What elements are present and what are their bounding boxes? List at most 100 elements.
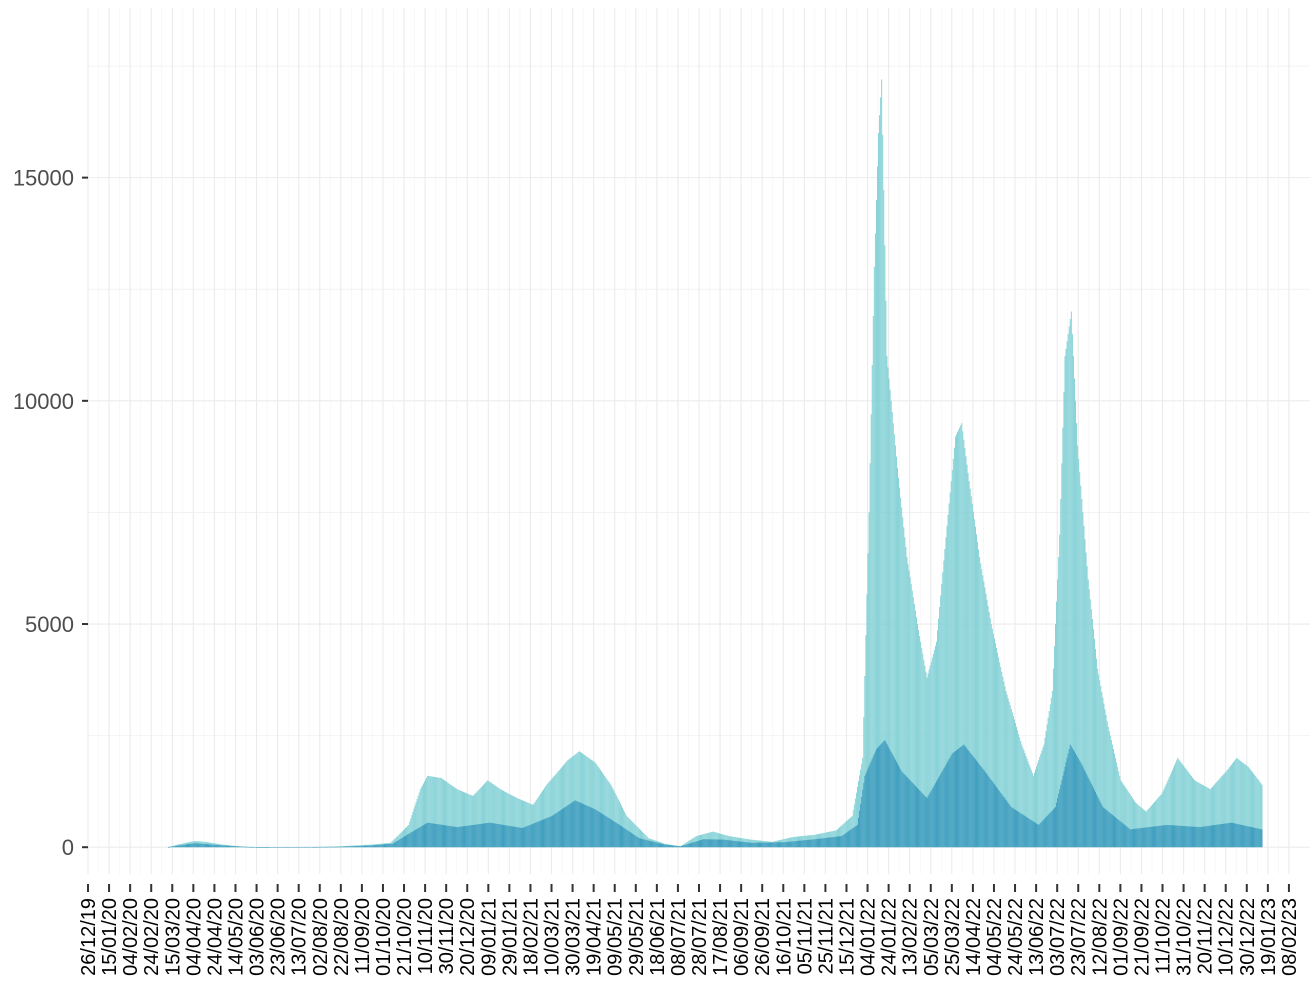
bar-1 (356, 846, 358, 848)
bar-1 (743, 841, 745, 848)
bar-0 (484, 783, 485, 848)
bar-0 (1092, 628, 1094, 848)
bar-0 (1159, 796, 1161, 848)
bar-1 (593, 808, 595, 848)
bar-1 (831, 837, 833, 848)
bar-1 (386, 844, 388, 848)
bar-0 (1139, 806, 1141, 848)
bar-1 (449, 826, 451, 848)
bar-1 (1155, 826, 1157, 848)
bar-1 (394, 842, 396, 848)
bar-1 (483, 823, 484, 848)
bar-0 (933, 649, 935, 848)
bar-1 (583, 804, 585, 848)
bar-1 (889, 749, 891, 848)
bar-0 (938, 618, 940, 848)
bar-0 (997, 652, 999, 848)
bar-1 (840, 836, 842, 848)
bar-1 (451, 826, 453, 848)
bar-1 (696, 841, 698, 848)
bar-0 (1100, 686, 1102, 848)
bar-1 (886, 743, 888, 848)
bar-1 (1251, 827, 1252, 848)
bar-1 (1106, 810, 1108, 848)
bar-0 (567, 760, 569, 848)
bar-0 (903, 527, 905, 848)
bar-1 (362, 845, 364, 848)
bar-1 (741, 841, 743, 848)
bar-1 (971, 755, 973, 848)
bar-1 (728, 840, 730, 848)
bar-1 (599, 812, 601, 848)
bar-1 (928, 794, 930, 848)
bar-1 (782, 842, 784, 848)
bar-0 (1170, 772, 1172, 848)
bar-0 (551, 778, 553, 848)
bar-1 (715, 839, 717, 848)
bar-0 (889, 389, 891, 848)
bar-1 (241, 846, 243, 848)
bar-0 (473, 794, 475, 848)
bar-1 (369, 845, 371, 848)
bar-1 (338, 846, 340, 848)
bar-1 (342, 846, 344, 848)
bar-0 (981, 569, 983, 848)
bar-1 (921, 792, 923, 848)
bar-1 (1017, 811, 1019, 848)
bar-1 (557, 811, 559, 848)
bar-0 (1256, 777, 1258, 848)
bar-1 (932, 786, 934, 848)
bar-0 (1134, 800, 1135, 848)
bar-1 (667, 844, 669, 848)
bar-0 (477, 790, 479, 848)
bar-1 (230, 845, 232, 848)
bar-0 (561, 767, 562, 848)
bar-0 (564, 763, 566, 848)
bar-0 (1157, 798, 1159, 848)
bar-1 (435, 823, 437, 848)
bar-1 (950, 755, 952, 848)
bar-1 (643, 839, 645, 848)
bar-1 (800, 840, 802, 848)
bar-0 (1022, 747, 1024, 848)
bar-0 (918, 629, 920, 848)
bar-0 (1097, 668, 1099, 848)
bar-0 (426, 777, 428, 848)
bar-0 (895, 456, 897, 848)
bar-1 (1256, 828, 1258, 848)
bar-1 (913, 784, 915, 848)
bar-1 (745, 842, 747, 848)
bar-1 (769, 842, 771, 848)
bar-1 (1167, 824, 1169, 848)
bar-1 (1036, 823, 1037, 848)
bar-0 (877, 166, 878, 848)
bar-1 (1261, 829, 1263, 848)
bar-0 (566, 761, 568, 848)
bar-1 (453, 826, 455, 848)
bar-1 (370, 845, 372, 848)
bar-1 (1153, 826, 1154, 848)
bar-0 (563, 765, 565, 848)
bar-0 (499, 789, 501, 848)
bar-1 (382, 844, 384, 848)
bar-1 (283, 847, 285, 848)
bar-1 (1181, 825, 1183, 848)
bar-1 (266, 847, 267, 848)
bar-0 (1049, 704, 1051, 848)
bar-1 (1076, 755, 1078, 848)
bar-1 (756, 842, 758, 848)
bar-1 (527, 825, 529, 848)
bar-0 (865, 635, 867, 848)
bar-1 (223, 845, 225, 848)
bar-1 (431, 823, 433, 848)
bar-1 (585, 805, 587, 848)
bar-1 (500, 824, 502, 848)
bar-1 (1168, 825, 1170, 848)
bar-1 (465, 825, 467, 848)
bar-1 (253, 847, 255, 848)
bar-0 (1206, 787, 1208, 848)
bar-1 (1249, 826, 1251, 848)
bar-1 (877, 747, 878, 848)
bar-1 (693, 842, 695, 848)
bar-0 (559, 768, 561, 848)
